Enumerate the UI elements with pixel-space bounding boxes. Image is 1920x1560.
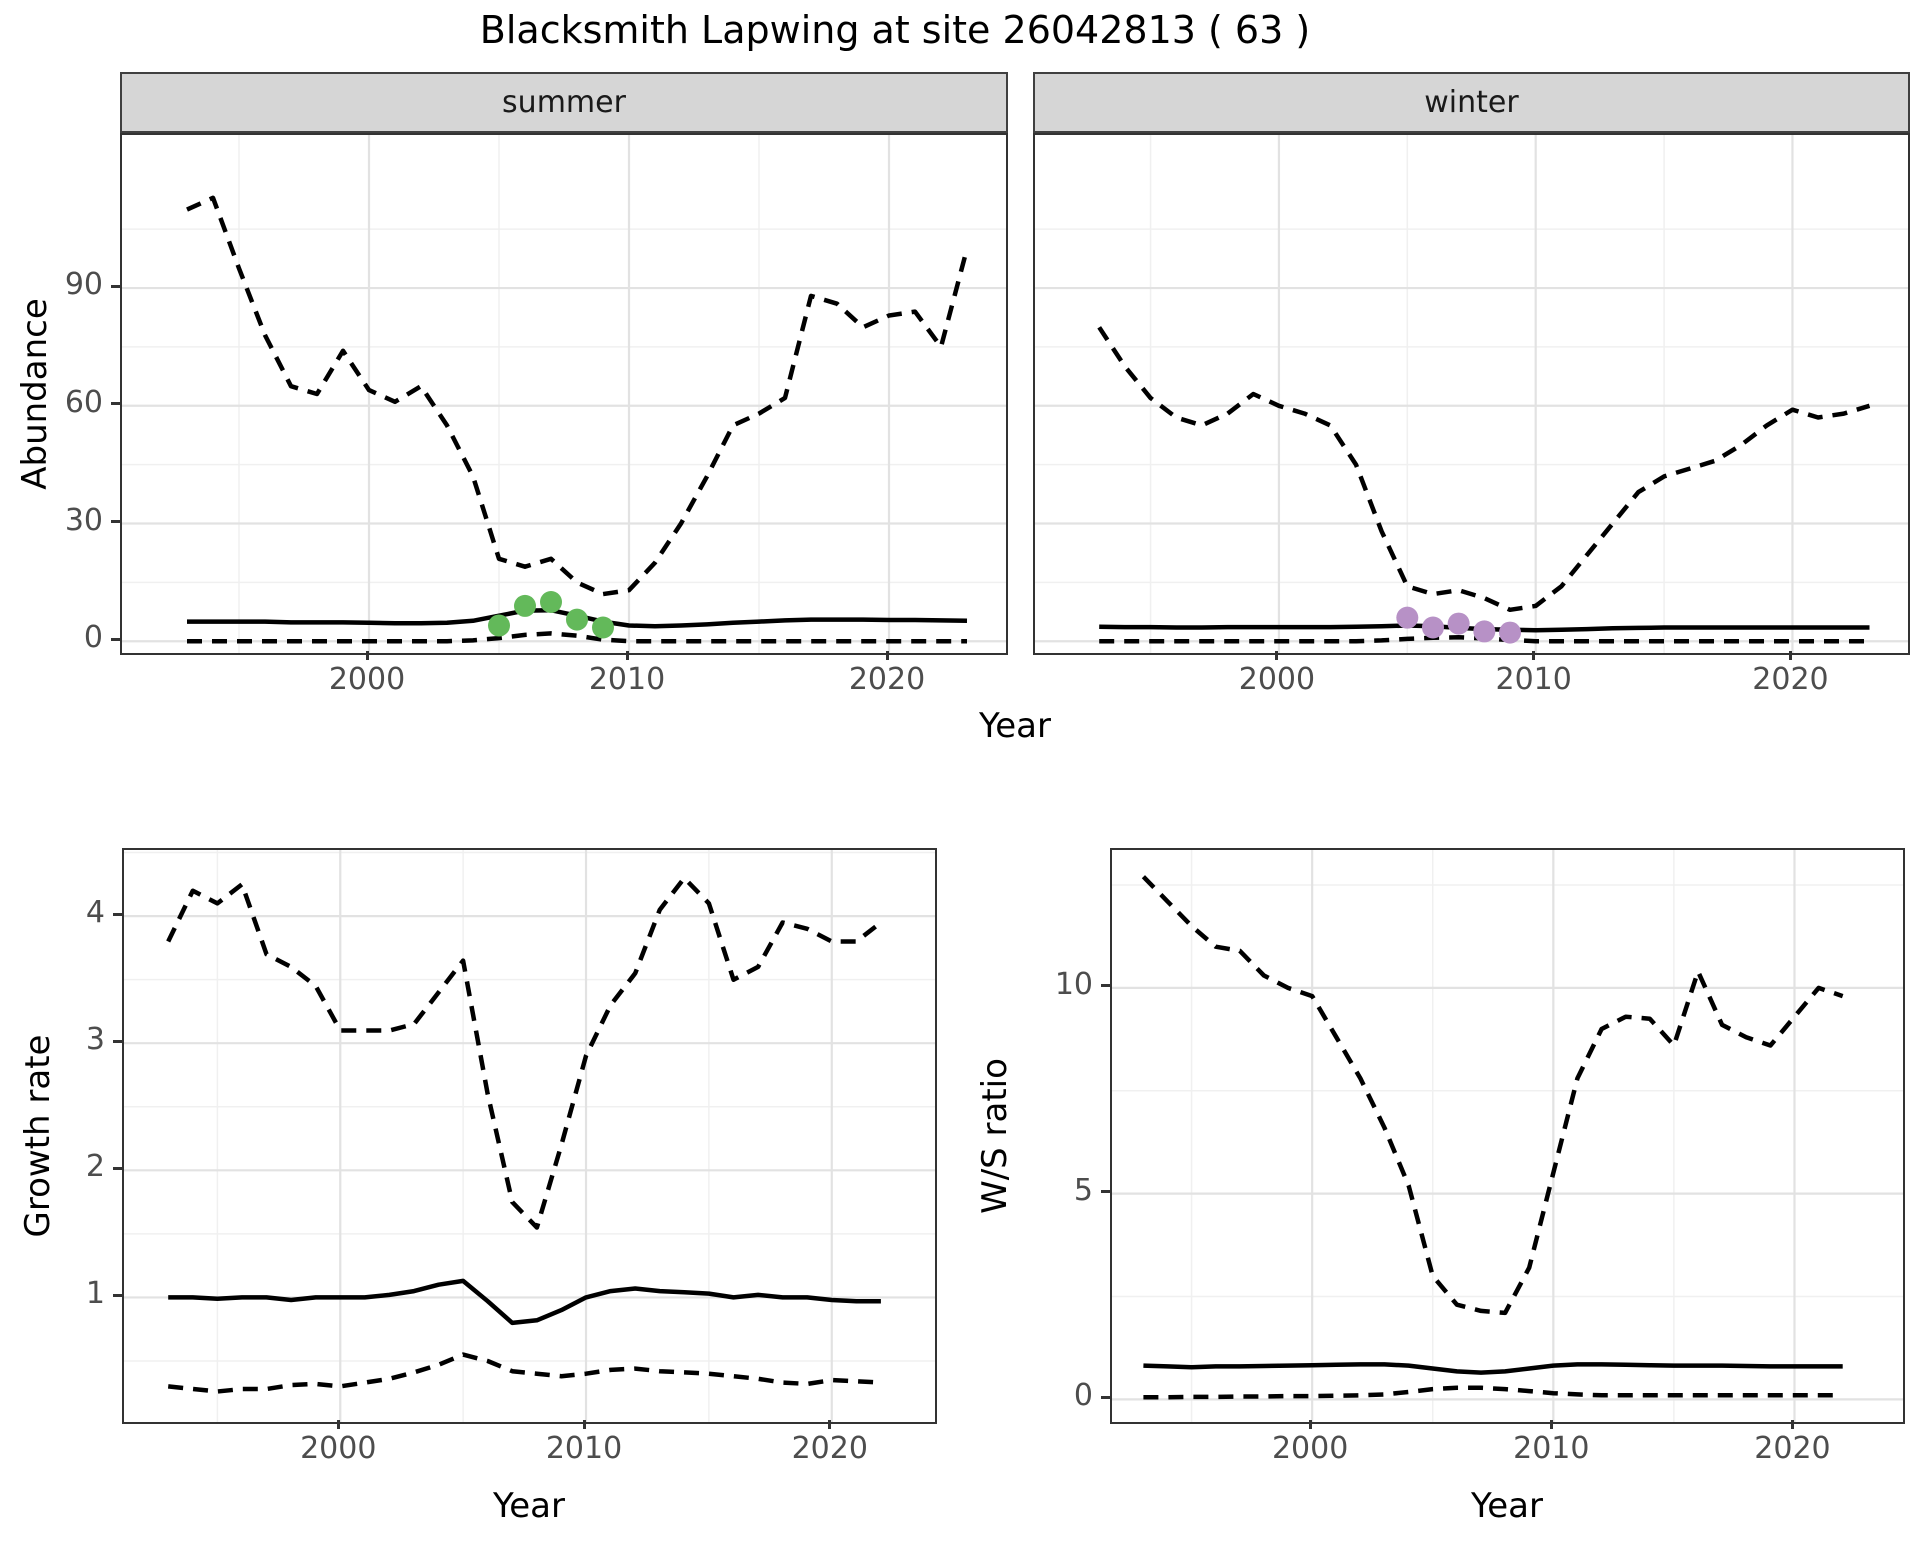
y-tick-label: 30 bbox=[64, 502, 103, 538]
point-observed-counts-winter bbox=[1499, 621, 1522, 644]
y-tick-label: 0 bbox=[1073, 1378, 1093, 1414]
x-tick-label: 2020 bbox=[791, 1431, 868, 1466]
y-tick-mark bbox=[1101, 1395, 1110, 1399]
series-upper-95ci bbox=[1141, 875, 1844, 1316]
point-observed-counts-winter bbox=[1447, 612, 1470, 635]
x-tick-mark bbox=[365, 651, 369, 660]
x-tick-mark bbox=[885, 651, 889, 660]
figure-title: Blacksmith Lapwing at site 26042813 ( 63… bbox=[479, 8, 1311, 52]
y-tick-mark bbox=[111, 402, 120, 406]
ws-year-axis-title: Year bbox=[1471, 1486, 1543, 1526]
panel-abundance-summer bbox=[120, 133, 1008, 655]
x-tick-mark bbox=[1308, 1420, 1312, 1429]
point-observed-counts-winter bbox=[1421, 616, 1444, 639]
x-tick-label: 2020 bbox=[1754, 1431, 1831, 1466]
y-tick-label: 60 bbox=[64, 384, 103, 420]
series-upper-95ci bbox=[166, 875, 883, 1230]
point-observed-counts-summer bbox=[488, 614, 510, 637]
y-tick-mark bbox=[111, 284, 120, 288]
y-tick-label: 5 bbox=[1073, 1172, 1093, 1208]
point-observed-counts-winter bbox=[1396, 606, 1419, 629]
x-tick-mark bbox=[1788, 651, 1792, 660]
y-tick-label: 0 bbox=[83, 620, 103, 656]
growth-year-axis-title: Year bbox=[493, 1486, 565, 1526]
x-tick-mark bbox=[1532, 651, 1536, 660]
x-tick-label: 2000 bbox=[300, 1431, 377, 1466]
series-median bbox=[168, 1278, 881, 1326]
y-tick-label: 1 bbox=[85, 1276, 105, 1312]
x-tick-mark bbox=[828, 1420, 832, 1429]
series-upper-95ci bbox=[186, 195, 970, 597]
x-tick-mark bbox=[625, 651, 629, 660]
facet-label-summer: summer bbox=[502, 85, 626, 120]
y-tick-mark bbox=[113, 912, 122, 916]
y-tick-label: 90 bbox=[64, 267, 103, 303]
y-tick-label: 4 bbox=[85, 895, 105, 931]
series-lower-95ci bbox=[187, 631, 967, 644]
y-tick-label: 3 bbox=[85, 1022, 105, 1058]
x-tick-mark bbox=[582, 1420, 586, 1429]
point-observed-counts-summer bbox=[514, 594, 536, 617]
y-tick-label: 2 bbox=[85, 1149, 105, 1185]
x-tick-mark bbox=[1549, 1420, 1553, 1429]
facet-strip-summer: summer bbox=[120, 72, 1008, 133]
y-tick-mark bbox=[111, 637, 120, 641]
x-tick-mark bbox=[336, 1420, 340, 1429]
x-tick-label: 2010 bbox=[1495, 662, 1572, 697]
y-tick-mark bbox=[111, 520, 120, 523]
point-observed-counts-summer bbox=[592, 616, 614, 639]
y-tick-mark bbox=[113, 1039, 122, 1043]
top-year-axis-title: Year bbox=[979, 706, 1051, 746]
facet-label-winter: winter bbox=[1424, 85, 1519, 120]
panel-growth-rate bbox=[122, 848, 937, 1424]
panel-ws-ratio bbox=[1110, 848, 1905, 1424]
point-observed-counts-summer bbox=[540, 590, 562, 613]
x-tick-mark bbox=[1790, 1420, 1794, 1429]
x-tick-label: 2010 bbox=[545, 1431, 623, 1466]
x-tick-label: 2010 bbox=[1513, 1431, 1590, 1466]
growth-rate-axis-title: Growth rate bbox=[18, 1034, 58, 1238]
y-tick-mark bbox=[113, 1166, 122, 1170]
x-tick-label: 2000 bbox=[1238, 662, 1316, 697]
y-tick-mark bbox=[113, 1293, 122, 1297]
y-tick-mark bbox=[1101, 1190, 1110, 1194]
series-upper-95ci bbox=[1097, 326, 1871, 613]
series-lower-95ci bbox=[167, 1352, 882, 1394]
x-tick-mark bbox=[1275, 651, 1279, 660]
x-tick-label: 2020 bbox=[1752, 662, 1829, 697]
series-median bbox=[1143, 1362, 1843, 1375]
point-observed-counts-summer bbox=[566, 608, 588, 631]
x-tick-label: 2000 bbox=[328, 662, 406, 697]
y-tick-mark bbox=[1101, 984, 1110, 988]
x-tick-label: 2000 bbox=[1271, 1431, 1349, 1466]
facet-strip-winter: winter bbox=[1033, 72, 1910, 133]
point-observed-counts-winter bbox=[1473, 620, 1496, 643]
x-tick-label: 2010 bbox=[588, 662, 666, 697]
y-tick-label: 10 bbox=[1054, 966, 1093, 1002]
ws-ratio-axis-title: W/S ratio bbox=[975, 1058, 1015, 1214]
series-lower-95ci bbox=[1143, 1385, 1843, 1400]
x-tick-label: 2020 bbox=[848, 662, 926, 697]
panel-abundance-winter bbox=[1033, 133, 1910, 655]
